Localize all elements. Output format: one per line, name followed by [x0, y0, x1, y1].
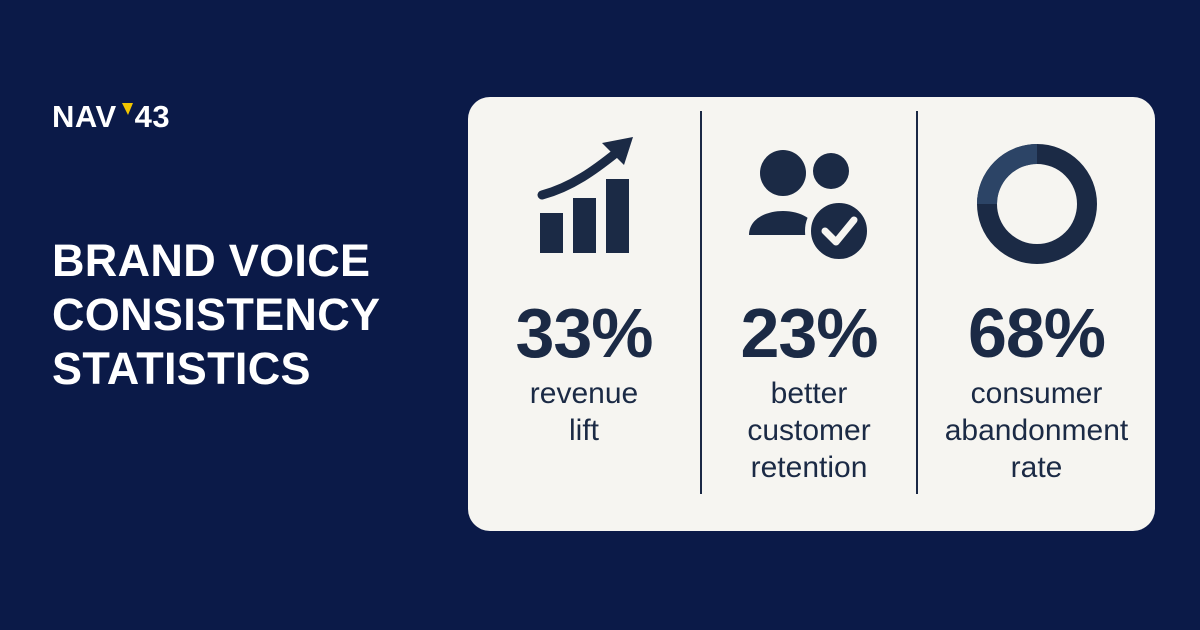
stat-label: revenue lift — [468, 375, 700, 449]
title-line: CONSISTENCY — [52, 289, 381, 340]
stat-label-line: lift — [569, 414, 599, 447]
stat-label-line: retention — [750, 451, 868, 484]
brand-logo: NAV 43 — [52, 100, 170, 134]
title-line: BRAND VOICE — [52, 235, 371, 286]
users-check-icon — [745, 147, 873, 272]
ring-icon — [975, 142, 1099, 271]
divider — [916, 111, 918, 494]
stat-label-line: better — [770, 377, 848, 410]
stat-customer-retention: 23% better customer retention — [702, 97, 916, 531]
rising-bar-chart-icon — [534, 133, 634, 262]
divider — [700, 111, 702, 494]
stat-label-line: abandonment — [944, 414, 1129, 447]
stat-label: better customer retention — [702, 375, 916, 486]
stat-revenue-lift: 33% revenue lift — [468, 97, 700, 531]
triangle-accent-icon — [120, 100, 134, 134]
logo-text-left: NAV — [52, 99, 117, 134]
stats-card: 33% revenue lift 23% better customer ret… — [468, 97, 1155, 531]
stat-abandonment-rate: 68% consumer abandonment rate — [918, 97, 1155, 531]
stat-value: 68% — [967, 294, 1106, 372]
stat-label: consumer abandonment rate — [918, 375, 1155, 486]
logo-text-right: 43 — [134, 99, 171, 134]
stat-label-line: rate — [1010, 451, 1063, 484]
page-title: BRAND VOICE CONSISTENCY STATISTICS — [52, 234, 432, 396]
stat-label-line: revenue — [529, 377, 639, 410]
stat-label-line: consumer — [970, 377, 1103, 410]
stat-label-line: customer — [747, 414, 871, 447]
title-line: STATISTICS — [52, 343, 311, 394]
stat-value: 23% — [740, 294, 878, 372]
stat-value: 33% — [515, 294, 653, 372]
